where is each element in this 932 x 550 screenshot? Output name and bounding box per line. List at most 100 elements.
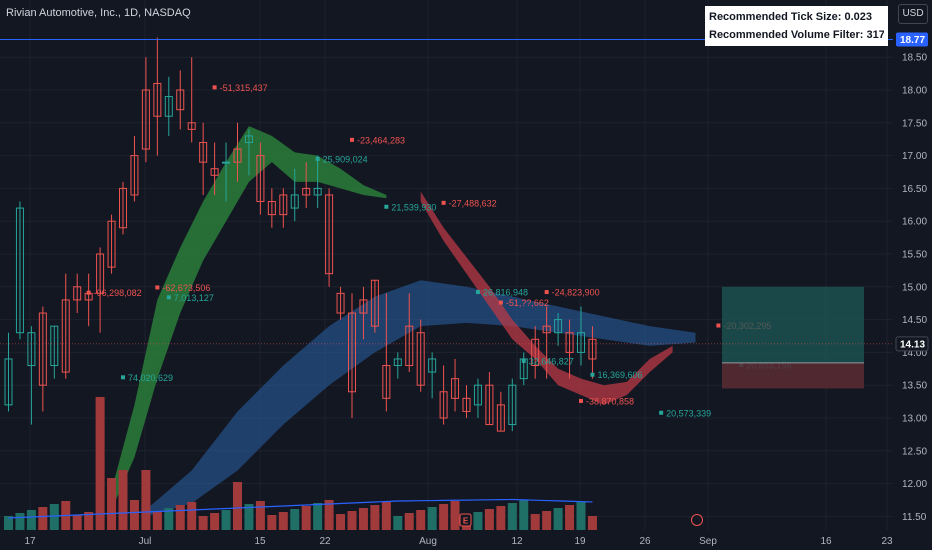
- candle-body: [393, 358, 402, 367]
- candle-body: [290, 194, 299, 209]
- time-tick-label: 17: [24, 536, 36, 547]
- currency-button[interactable]: USD: [898, 4, 928, 24]
- annotation-label: 26,816,948: [483, 288, 528, 298]
- time-tick-label: 22: [319, 536, 331, 547]
- candle-body: [462, 397, 471, 412]
- candle-body: [210, 168, 219, 176]
- time-tick-label: 23: [881, 536, 893, 547]
- recommendation-panel: Recommended Tick Size: 0.023 Recommended…: [705, 6, 888, 46]
- annotation-marker: [716, 323, 721, 328]
- volume-bar: [439, 504, 449, 530]
- price-lines: [0, 38, 893, 389]
- time-tick-label: Aug: [419, 536, 437, 547]
- candle-body: [96, 253, 105, 294]
- volume-bar: [290, 509, 300, 530]
- blue-ma-ribbon: [145, 280, 696, 517]
- candle-body: [4, 358, 13, 406]
- volume-bar: [267, 515, 277, 530]
- volume-bar: [416, 510, 426, 530]
- volume-bar: [576, 502, 586, 530]
- candle-body: [187, 122, 196, 130]
- volume-bar: [358, 508, 368, 530]
- annotation-label: 16,369,606: [597, 370, 642, 380]
- price-tick-label: 16.50: [902, 184, 927, 195]
- candle-body: [233, 148, 242, 163]
- price-tick-label: 15.50: [902, 250, 927, 261]
- volume-bar: [393, 516, 403, 530]
- annotation-marker: [384, 204, 389, 209]
- last-price-value: 14.13: [900, 339, 925, 350]
- volume-bar: [347, 511, 357, 530]
- candle-body: [565, 332, 574, 353]
- annotation-label: -51,315,437: [220, 83, 268, 93]
- stop-zone: [722, 362, 864, 389]
- volume-bar: [381, 502, 391, 530]
- candle-body: [244, 135, 253, 143]
- volume-bar: [141, 470, 151, 530]
- volume-ma-line: [8, 498, 593, 519]
- candle-body: [61, 299, 70, 373]
- price-tick-label: 13.00: [902, 414, 927, 425]
- delta-annotations: -51,315,437 -23,464,283 25,909,024 21,539,9…: [86, 83, 791, 418]
- time-axis[interactable]: 17 Jul 15 22 Aug 12 19 26 Sep 16 23 E: [24, 513, 893, 547]
- price-tick-label: 13.50: [902, 381, 927, 392]
- candle-body: [15, 207, 24, 334]
- annotation-label: 20,573,339: [666, 408, 711, 418]
- annotation-marker: [166, 295, 171, 300]
- volume-bar: [84, 512, 94, 530]
- lightning-icon: [691, 514, 703, 526]
- candle-body: [359, 299, 368, 314]
- candle-body: [164, 96, 173, 117]
- volume-bar: [164, 508, 174, 530]
- price-tick-label: 18.00: [902, 86, 927, 97]
- price-tick-label: 14.50: [902, 315, 927, 326]
- candle-body: [370, 279, 379, 327]
- annotation-marker: [121, 375, 125, 380]
- candle-body: [336, 292, 345, 314]
- volume-bar: [15, 513, 25, 530]
- candle-body: [130, 155, 139, 196]
- volume-bar: [507, 503, 517, 530]
- annotation-marker: [441, 200, 446, 205]
- volume-filter-line: Recommended Volume Filter: 317713.821: [709, 29, 884, 41]
- time-tick-label: Jul: [139, 536, 152, 547]
- volume-bar: [336, 514, 346, 530]
- earnings-icon: [459, 513, 472, 527]
- candle-body: [554, 319, 563, 334]
- volume-bar: [175, 505, 185, 530]
- candle-body: [27, 332, 36, 367]
- price-tick-label: 12.50: [902, 446, 927, 457]
- candle-body: [119, 187, 127, 229]
- candle-body: [485, 384, 494, 426]
- volume-bar: [450, 501, 460, 530]
- time-tick-label: 26: [639, 536, 651, 547]
- price-axis[interactable]: 18.50 18.00 17.50 17.00 16.50 16.00 15.50 15.00…: [893, 26, 932, 550]
- volume-bar: [530, 514, 540, 530]
- volume-bar: [542, 511, 552, 530]
- candle-body: [428, 358, 437, 373]
- candle-body: [73, 286, 82, 301]
- candle-body: [50, 325, 59, 367]
- price-tick-label: 12.00: [902, 479, 927, 490]
- annotation-label: 32,646,827: [529, 356, 574, 366]
- annotation-marker: [544, 290, 549, 295]
- price-tick-label: 17.00: [902, 151, 927, 162]
- volume-bar: [244, 504, 254, 530]
- annotation-marker: [155, 285, 160, 290]
- candle-body: [588, 338, 597, 360]
- volume-bar: [484, 509, 494, 530]
- volume-bar: [473, 512, 483, 530]
- volume-bar: [107, 478, 117, 530]
- volume-bar: [496, 506, 506, 530]
- candle-body: [267, 201, 276, 216]
- candle-body: [496, 404, 505, 432]
- candle-body: [531, 338, 540, 367]
- annotation-marker: [475, 290, 480, 295]
- candle-body: [382, 365, 391, 399]
- volume-bar: [95, 397, 105, 530]
- annotation-label: -62,6?3,506: [162, 283, 210, 293]
- annotation-label: -23,464,283: [357, 135, 405, 145]
- candle-body: [405, 325, 414, 367]
